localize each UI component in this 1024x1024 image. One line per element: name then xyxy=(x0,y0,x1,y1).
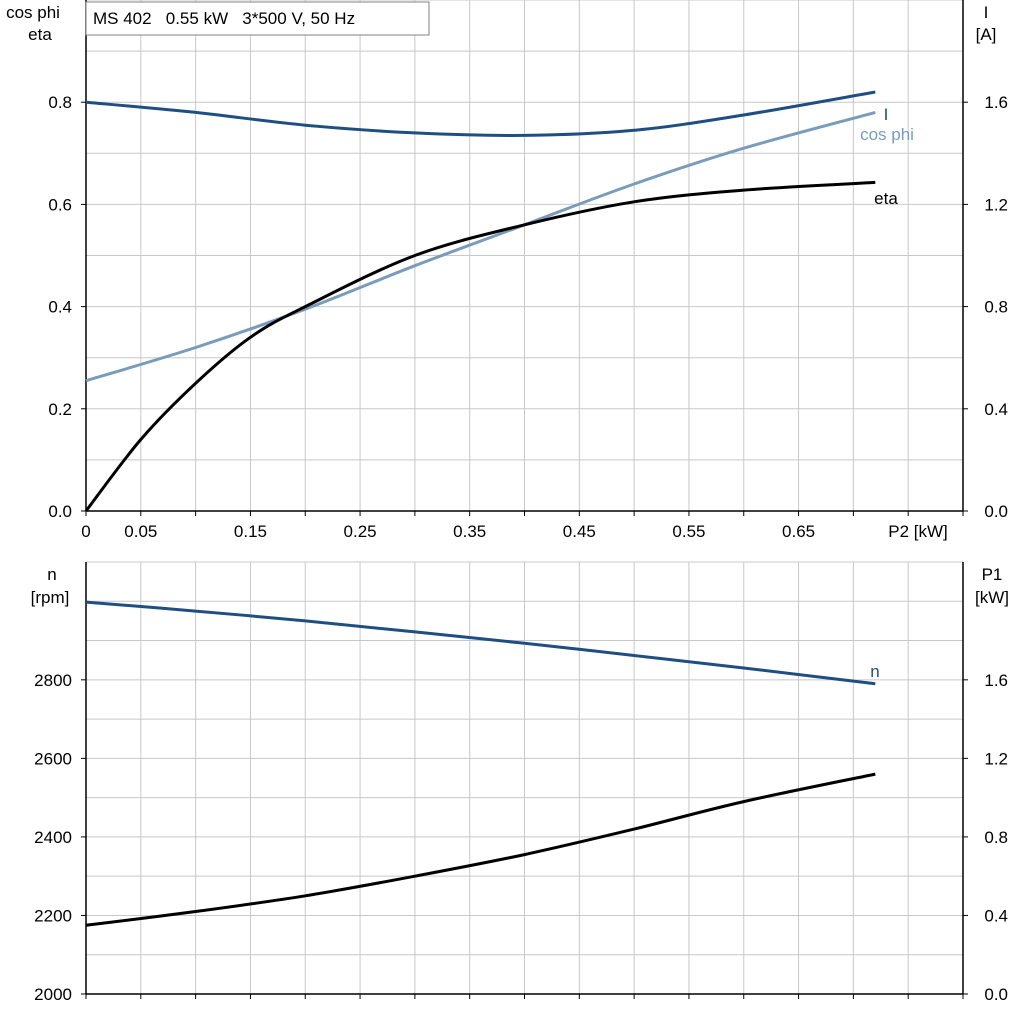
bottom-right-axis-title-line2: [kW] xyxy=(975,588,1009,607)
bottom-left-tick-label: 2000 xyxy=(34,985,72,1004)
bottom-right-tick-label: 1.6 xyxy=(984,671,1008,690)
current-curve-label: I xyxy=(884,105,889,124)
title-box xyxy=(85,1,430,36)
top-right-tick-label: 1.6 xyxy=(984,93,1008,112)
cos-phi-curve xyxy=(85,110,876,383)
x-tick-label: 0 xyxy=(81,522,90,541)
chart-title: MS 402 0.55 kW 3*500 V, 50 Hz xyxy=(93,9,355,28)
top-left-tick-label: 0.0 xyxy=(48,502,72,521)
top-left-tick-label: 0.2 xyxy=(48,400,72,419)
bottom-left-tick-label: 2800 xyxy=(34,671,72,690)
top-left-tick-label: 0.6 xyxy=(48,195,72,214)
x-tick-label: 0.35 xyxy=(453,522,486,541)
bottom-left-tick-label: 2600 xyxy=(34,749,72,768)
bottom-right-axis-title-line1: P1 xyxy=(982,565,1003,584)
bottom-left-tick-label: 2400 xyxy=(34,828,72,847)
curves xyxy=(84,90,876,927)
top-right-tick-label: 0.0 xyxy=(984,502,1008,521)
top-right-tick-label: 0.4 xyxy=(984,400,1008,419)
speed-curve xyxy=(85,600,876,686)
current-curve xyxy=(85,90,876,137)
cos-phi-curve-label: cos phi xyxy=(860,125,914,144)
top-right-axis-title-line2: [A] xyxy=(976,25,997,44)
top-left-axis-title-line1: cos phi xyxy=(6,3,60,22)
axes xyxy=(81,0,968,999)
bottom-grid xyxy=(86,561,963,994)
top-left-tick-label: 0.4 xyxy=(48,298,72,317)
input-power-curve xyxy=(85,772,876,927)
x-tick-label: 0.55 xyxy=(672,522,705,541)
x-tick-label: 0.65 xyxy=(782,522,815,541)
top-right-tick-label: 1.2 xyxy=(984,195,1008,214)
x-tick-label: 0.15 xyxy=(234,522,267,541)
efficiency-curve-label: eta xyxy=(874,189,898,208)
efficiency-curve xyxy=(84,180,876,512)
x-axis-title: P2 [kW] xyxy=(888,522,948,541)
bottom-left-tick-label: 2200 xyxy=(34,906,72,925)
bottom-right-tick-label: 0.4 xyxy=(984,906,1008,925)
bottom-right-tick-label: 0.8 xyxy=(984,828,1008,847)
bottom-right-tick-label: 1.2 xyxy=(984,749,1008,768)
x-tick-label: 0.25 xyxy=(344,522,377,541)
x-tick-label: 0.05 xyxy=(124,522,157,541)
speed-curve-label: n xyxy=(870,662,879,681)
tick-labels: 0.0 0.2 0.4 0.6 0.8 0.0 0.4 0.8 1.2 1.6 0 0.05 0.15 0… xyxy=(34,93,1008,1004)
bottom-left-axis-title-line2: [rpm] xyxy=(31,588,70,607)
bottom-left-axis-title-line1: n xyxy=(47,565,56,584)
top-left-tick-label: 0.8 xyxy=(48,93,72,112)
top-grid xyxy=(86,0,963,511)
top-left-axis-title-line2: eta xyxy=(28,25,52,44)
top-right-tick-label: 0.8 xyxy=(984,298,1008,317)
x-tick-label: 0.45 xyxy=(563,522,596,541)
bottom-right-tick-label: 0.0 xyxy=(984,985,1008,1004)
top-right-axis-title-line1: I xyxy=(984,3,989,22)
